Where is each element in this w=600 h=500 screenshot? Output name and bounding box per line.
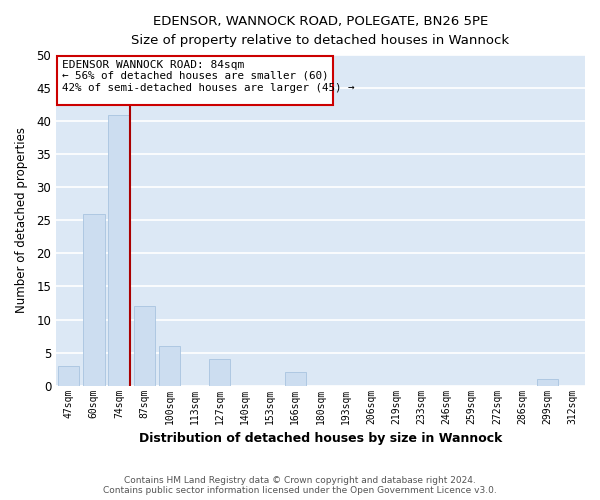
Bar [134,306,155,386]
FancyBboxPatch shape [58,56,333,104]
Bar [284,372,306,386]
Text: ← 56% of detached houses are smaller (60): ← 56% of detached houses are smaller (60… [62,71,329,81]
X-axis label: Distribution of detached houses by size in Wannock: Distribution of detached houses by size … [139,432,502,445]
Text: 42% of semi-detached houses are larger (45) →: 42% of semi-detached houses are larger (… [62,83,355,93]
Text: EDENSOR WANNOCK ROAD: 84sqm: EDENSOR WANNOCK ROAD: 84sqm [62,60,245,70]
Bar [209,359,230,386]
Bar [83,214,104,386]
Bar [109,114,130,386]
Title: EDENSOR, WANNOCK ROAD, POLEGATE, BN26 5PE
Size of property relative to detached : EDENSOR, WANNOCK ROAD, POLEGATE, BN26 5P… [131,15,509,47]
Text: Contains HM Land Registry data © Crown copyright and database right 2024.
Contai: Contains HM Land Registry data © Crown c… [103,476,497,495]
Y-axis label: Number of detached properties: Number of detached properties [15,128,28,314]
Bar [58,366,79,386]
Bar [159,346,180,386]
Bar [536,379,558,386]
